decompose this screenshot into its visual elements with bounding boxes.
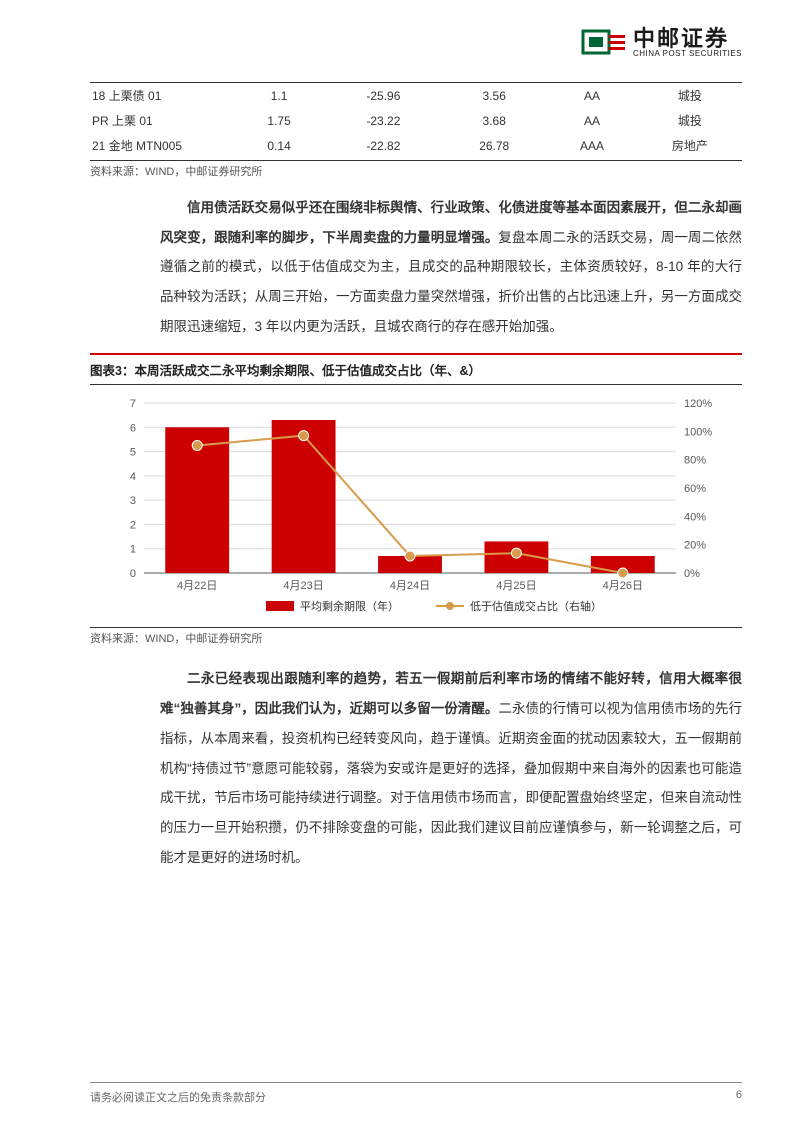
svg-text:0%: 0% <box>684 568 700 580</box>
svg-text:4月26日: 4月26日 <box>603 580 643 592</box>
table-cell: 3.56 <box>442 83 546 108</box>
svg-text:7: 7 <box>130 398 136 410</box>
page-number: 6 <box>736 1089 742 1105</box>
svg-text:1: 1 <box>130 544 136 556</box>
logo-text-en: CHINA POST SECURITIES <box>633 50 742 58</box>
svg-text:0: 0 <box>130 568 136 580</box>
paragraph-2: 二永已经表现出跟随利率的趋势，若五一假期前后利率市场的情绪不能好转，信用大概率很… <box>160 664 742 872</box>
table-cell: 房地产 <box>638 133 742 158</box>
table-cell: 城投 <box>638 83 742 108</box>
svg-text:4月22日: 4月22日 <box>177 580 217 592</box>
svg-text:3: 3 <box>130 496 136 508</box>
table-cell: 城投 <box>638 108 742 133</box>
table-cell: 26.78 <box>442 133 546 158</box>
table-cell: -23.22 <box>325 108 442 133</box>
source-label-2: 资料来源：WIND，中邮证券研究所 <box>90 630 742 646</box>
footer-disclaimer: 请务必阅读正文之后的免责条款部分 <box>90 1089 266 1105</box>
para2-rest: 二永债的行情可以视为信用债市场的先行指标，从本周来看，投资机构已经转变风向，趋于… <box>160 701 742 864</box>
table-cell: AA <box>546 83 637 108</box>
table-cell: 18 上栗债 01 <box>90 83 233 108</box>
table-cell: 3.68 <box>442 108 546 133</box>
table-cell: 21 金地 MTN005 <box>90 133 233 158</box>
para1-rest: 复盘本周二永的活跃交易，周一周二依然遵循之前的模式，以低于估值成交为主，且成交的… <box>160 230 742 334</box>
svg-text:平均剩余期限（年）: 平均剩余期限（年） <box>300 599 399 613</box>
svg-text:120%: 120% <box>684 398 712 410</box>
svg-text:低于估值成交占比（右轴）: 低于估值成交占比（右轴） <box>470 599 602 613</box>
chart-title: 图表3：本周活跃成交二永平均剩余期限、低于估值成交占比（年、&） <box>90 353 742 385</box>
chart-bottom-divider <box>90 627 742 628</box>
svg-text:4月24日: 4月24日 <box>390 580 430 592</box>
table-row: 21 金地 MTN0050.14-22.8226.78AAA房地产 <box>90 133 742 158</box>
table-cell: 0.14 <box>233 133 324 158</box>
table-cell: 1.75 <box>233 108 324 133</box>
table-cell: -22.82 <box>325 133 442 158</box>
svg-text:6: 6 <box>130 423 136 435</box>
svg-text:2: 2 <box>130 520 136 532</box>
table-cell: AA <box>546 108 637 133</box>
table-cell: PR 上栗 01 <box>90 108 233 133</box>
paragraph-1: 信用债活跃交易似乎还在围绕非标舆情、行业政策、化债进度等基本面因素展开，但二永却… <box>160 193 742 341</box>
svg-text:4月23日: 4月23日 <box>283 580 323 592</box>
table-cell: 1.1 <box>233 83 324 108</box>
chart-svg: 0 1 2 3 4 5 6 7 0% 20% 40% 60% 80% 100% 120% 4月22日 4月23日… <box>90 393 742 623</box>
source-label-1: 资料来源：WIND，中邮证券研究所 <box>90 163 742 179</box>
svg-text:5: 5 <box>130 447 136 459</box>
table-bottom-divider <box>90 160 742 161</box>
svg-text:4月25日: 4月25日 <box>496 580 536 592</box>
table-cell: -25.96 <box>325 83 442 108</box>
table-row: PR 上栗 011.75-23.223.68AA城投 <box>90 108 742 133</box>
svg-text:80%: 80% <box>684 455 706 467</box>
svg-text:60%: 60% <box>684 483 706 495</box>
page-footer: 请务必阅读正文之后的免责条款部分 6 <box>90 1082 742 1105</box>
svg-text:40%: 40% <box>684 512 706 524</box>
svg-text:20%: 20% <box>684 540 706 552</box>
china-post-logo-icon <box>579 25 627 61</box>
svg-text:4: 4 <box>130 471 136 483</box>
header-logo: 中邮证券 CHINA POST SECURITIES <box>579 25 742 61</box>
table-row: 18 上栗债 011.1-25.963.56AA城投 <box>90 83 742 108</box>
svg-text:100%: 100% <box>684 427 712 439</box>
bond-table: 18 上栗债 011.1-25.963.56AA城投PR 上栗 011.75-2… <box>90 83 742 158</box>
logo-text-cn: 中邮证券 <box>633 28 742 50</box>
chart-3: 0 1 2 3 4 5 6 7 0% 20% 40% 60% 80% 100% 120% 4月22日 4月23日… <box>90 393 742 623</box>
table-cell: AAA <box>546 133 637 158</box>
